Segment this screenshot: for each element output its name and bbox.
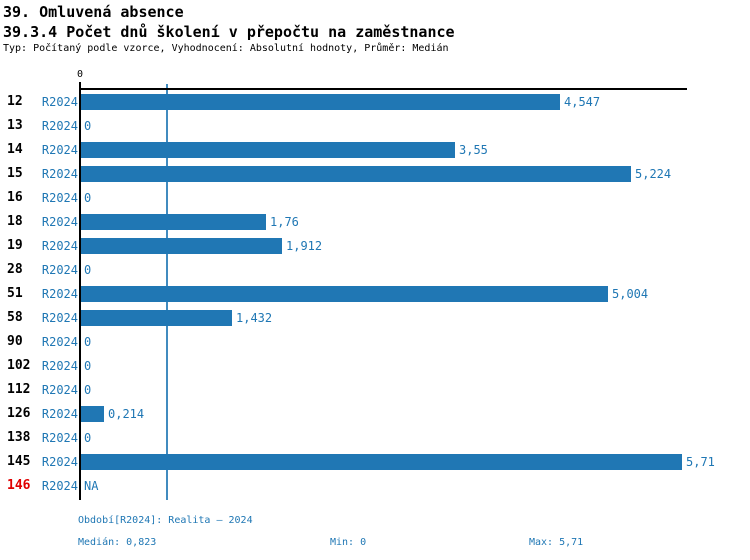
- bar-value-label: 5,71: [686, 455, 715, 469]
- row-category-label: 12: [7, 94, 23, 109]
- row-category-label: 126: [7, 406, 31, 421]
- row-series-label: R2024: [41, 455, 78, 469]
- bar: [81, 94, 560, 110]
- row-series-label: R2024: [41, 383, 78, 397]
- bar-value-label: 0: [84, 431, 92, 445]
- bar-value-label: 1,432: [236, 311, 273, 325]
- bar-value-label: 5,224: [635, 167, 672, 181]
- footer-max: Max: 5,71: [529, 537, 584, 548]
- footer-median: Medián: 0,823: [78, 537, 157, 548]
- row-category-label: 146: [7, 478, 31, 493]
- row-series-label: R2024: [41, 215, 78, 229]
- chart-row: 90 R2024 0: [0, 330, 750, 354]
- chart-row: 18 R2024 1,76: [0, 210, 750, 234]
- bar-value-label: NA: [84, 479, 99, 493]
- row-category-label: 102: [7, 358, 31, 373]
- row-category-label: 112: [7, 382, 31, 397]
- row-series-label: R2024: [41, 95, 78, 109]
- chart-row: 12 R2024 4,547: [0, 90, 750, 114]
- bar-value-label: 5,004: [612, 287, 649, 301]
- row-series-label: R2024: [41, 191, 78, 205]
- row-series-label: R2024: [41, 119, 78, 133]
- chart-row: 15 R2024 5,224: [0, 162, 750, 186]
- row-category-label: 51: [7, 286, 23, 301]
- chart-row: 14 R2024 3,55: [0, 138, 750, 162]
- row-series-label: R2024: [41, 263, 78, 277]
- row-category-label: 138: [7, 430, 31, 445]
- chart-row: 16 R2024 0: [0, 186, 750, 210]
- row-category-label: 90: [7, 334, 23, 349]
- bar-value-label: 0: [84, 383, 92, 397]
- bar: [81, 214, 266, 230]
- chart-row: 58 R2024 1,432: [0, 306, 750, 330]
- chart-row: 51 R2024 5,004: [0, 282, 750, 306]
- row-series-label: R2024: [41, 167, 78, 181]
- row-series-label: R2024: [41, 479, 78, 493]
- bar-value-label: 0: [84, 263, 92, 277]
- chart-title: 39.3.4 Počet dnů školení v přepočtu na z…: [3, 23, 455, 41]
- chart-row: 126 R2024 0,214: [0, 402, 750, 426]
- chart-row: 102 R2024 0: [0, 354, 750, 378]
- bar: [81, 406, 104, 422]
- chart-row: 146 R2024 NA: [0, 474, 750, 498]
- bar-value-label: 0: [84, 191, 92, 205]
- bar: [81, 286, 608, 302]
- chart-row: 138 R2024 0: [0, 426, 750, 450]
- row-series-label: R2024: [41, 143, 78, 157]
- chart-row: 112 R2024 0: [0, 378, 750, 402]
- chart-row: 145 R2024 5,71: [0, 450, 750, 474]
- row-category-label: 13: [7, 118, 23, 133]
- bar-value-label: 0,214: [108, 407, 145, 421]
- row-series-label: R2024: [41, 287, 78, 301]
- bar-value-label: 1,912: [286, 239, 323, 253]
- chart-row: 28 R2024 0: [0, 258, 750, 282]
- row-series-label: R2024: [41, 407, 78, 421]
- row-series-label: R2024: [41, 239, 78, 253]
- bar-value-label: 0: [84, 119, 92, 133]
- row-category-label: 145: [7, 454, 31, 469]
- chart-row: 19 R2024 1,912: [0, 234, 750, 258]
- bar: [81, 142, 455, 158]
- bar-value-label: 0: [84, 359, 92, 373]
- bar: [81, 238, 282, 254]
- row-category-label: 16: [7, 190, 23, 205]
- row-category-label: 19: [7, 238, 23, 253]
- row-series-label: R2024: [41, 359, 78, 373]
- footer-period: Období[R2024]: Realita – 2024: [78, 515, 253, 526]
- bar-value-label: 0: [84, 335, 92, 349]
- axis-zero-tick-label: 0: [76, 69, 84, 80]
- row-series-label: R2024: [41, 335, 78, 349]
- bar-value-label: 4,547: [564, 95, 601, 109]
- row-series-label: R2024: [41, 431, 78, 445]
- row-category-label: 15: [7, 166, 23, 181]
- row-category-label: 58: [7, 310, 23, 325]
- bar-value-label: 3,55: [459, 143, 488, 157]
- row-series-label: R2024: [41, 311, 78, 325]
- footer-min: Min: 0: [330, 537, 367, 548]
- bar: [81, 166, 631, 182]
- row-category-label: 18: [7, 214, 23, 229]
- chart-row: 13 R2024 0: [0, 114, 750, 138]
- report-section-title: 39. Omluvená absence: [3, 3, 184, 21]
- bar-value-label: 1,76: [270, 215, 299, 229]
- bar: [81, 454, 682, 470]
- y-axis-line: [79, 82, 81, 500]
- row-category-label: 14: [7, 142, 23, 157]
- row-category-label: 28: [7, 262, 23, 277]
- x-axis-line: [79, 88, 687, 90]
- chart-subtitle: Typ: Počítaný podle vzorce, Vyhodnocení:…: [3, 43, 449, 54]
- bar: [81, 310, 232, 326]
